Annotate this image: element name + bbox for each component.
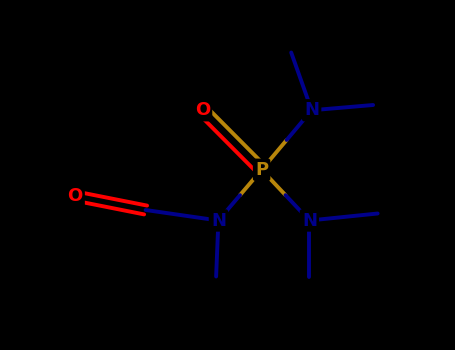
Text: O: O — [195, 101, 210, 119]
Text: O: O — [67, 187, 83, 205]
Text: N: N — [211, 211, 226, 230]
Text: N: N — [302, 211, 317, 230]
Text: N: N — [304, 101, 319, 119]
Text: P: P — [255, 161, 268, 179]
